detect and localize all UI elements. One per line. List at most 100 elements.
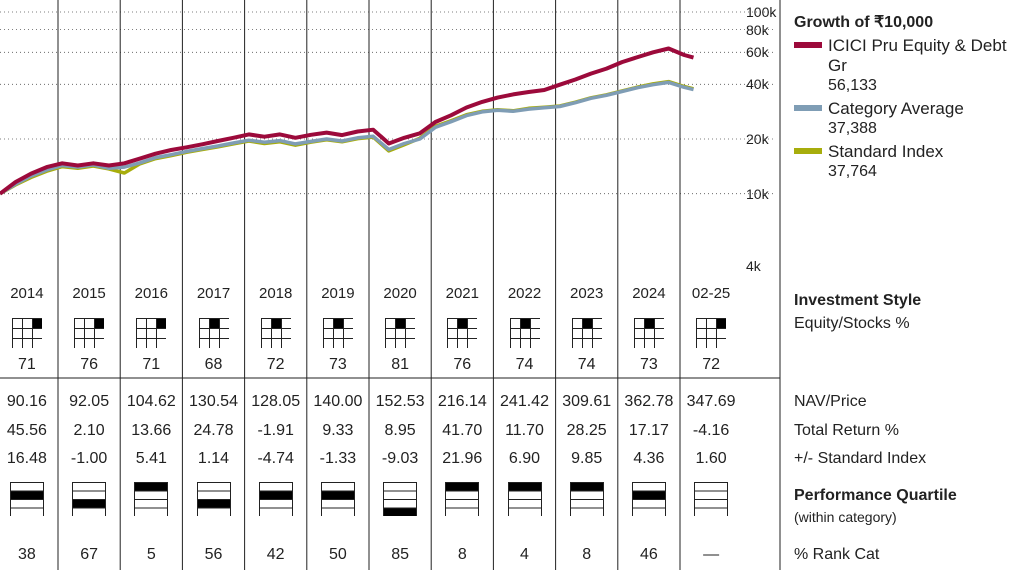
equity-pct-1: 76 xyxy=(80,356,98,373)
total-return-value-2: 13.66 xyxy=(131,422,172,439)
nav-price-value-4: 128.05 xyxy=(251,393,301,410)
legend-value-2: 37,764 xyxy=(828,163,877,180)
quartile-box-1 xyxy=(72,482,107,516)
year-label-10: 2024 xyxy=(632,285,666,302)
total-return-value-5: 9.33 xyxy=(322,422,354,439)
equity-pct-10: 73 xyxy=(639,356,658,373)
series-lines xyxy=(0,46,695,196)
nav-price-value-7: 216.14 xyxy=(437,393,487,410)
investment-style-title: Investment Style xyxy=(794,292,922,309)
total-return-value-0: 45.56 xyxy=(6,422,47,439)
rank-cat-value-4: 42 xyxy=(266,546,285,563)
y-tick-label-6: 4k xyxy=(746,258,761,274)
legend-label-2: Standard Index xyxy=(828,142,944,161)
rank-cat-value-1: 67 xyxy=(80,546,98,563)
vs-index-value-11: 1.60 xyxy=(695,450,727,467)
style-box-0 xyxy=(11,318,42,348)
style-box-7 xyxy=(447,318,478,348)
year-label-4: 2018 xyxy=(259,285,293,302)
legend-swatch-1 xyxy=(794,105,822,111)
total-return-label: Total Return % xyxy=(794,422,899,439)
style-box-11 xyxy=(696,318,727,348)
nav-price-value-11: 347.69 xyxy=(686,393,736,410)
vs-index-value-3: 1.14 xyxy=(197,450,230,467)
rank-cat-value-8: 4 xyxy=(520,546,529,563)
equity-pct-11: 72 xyxy=(702,356,720,373)
total-return-value-9: 28.25 xyxy=(566,422,607,439)
equity-pct-2: 71 xyxy=(142,356,161,373)
performance-quartile-title: Performance Quartile xyxy=(794,487,957,504)
rank-cat-value-6: 85 xyxy=(391,546,409,563)
total-return-value-10: 17.17 xyxy=(628,422,669,439)
nav-price-value-0: 90.16 xyxy=(6,393,47,410)
year-label-0: 2014 xyxy=(10,285,44,302)
y-tick-label-0: 100k xyxy=(746,4,777,20)
vs-index-value-6: -9.03 xyxy=(381,450,419,467)
quartile-box-8 xyxy=(507,482,542,516)
y-tick-label-1: 80k xyxy=(746,21,769,38)
nav-price-value-9: 309.61 xyxy=(562,393,612,410)
nav-price-value-5: 140.00 xyxy=(313,393,363,410)
year-label-1: 2015 xyxy=(72,285,106,302)
nav-price-value-6: 152.53 xyxy=(375,393,425,410)
legend-swatch-2 xyxy=(794,148,822,154)
rank-cat-value-9: 8 xyxy=(582,546,592,563)
vs-index-value-10: 4.36 xyxy=(633,450,665,467)
quartile-box-7 xyxy=(445,482,480,516)
total-return-value-6: 8.95 xyxy=(384,422,416,439)
series-line-1 xyxy=(0,80,694,196)
rank-cat-label: % Rank Cat xyxy=(794,546,880,563)
nav-price-value-2: 104.62 xyxy=(126,393,176,410)
equity-pct-9: 74 xyxy=(577,356,596,373)
legend-title: Growth of ₹10,000 xyxy=(794,14,934,31)
year-label-2: 2016 xyxy=(134,285,168,302)
style-box-10 xyxy=(633,318,664,348)
legend-item-0: ICICI Pru Equity & Debt Gr 56,133 xyxy=(794,36,1022,96)
quartile-box-4 xyxy=(258,482,293,516)
equity-pct-3: 68 xyxy=(204,356,223,373)
year-label-7: 2021 xyxy=(445,285,479,302)
legend: Growth of ₹10,000 ICICI Pru Equity & Deb… xyxy=(794,13,1022,182)
style-box-9 xyxy=(571,318,602,348)
nav-price-value-1: 92.05 xyxy=(69,393,110,410)
year-label-9: 2023 xyxy=(570,285,604,302)
style-box-5 xyxy=(322,318,353,348)
quartile-box-6 xyxy=(383,482,418,516)
vs-index-value-4: -4.74 xyxy=(257,450,294,467)
quartile-box-0 xyxy=(9,482,44,516)
rank-cat-value-7: 8 xyxy=(457,546,467,563)
quartile-box-9 xyxy=(569,482,604,516)
y-tick-label-4: 20k xyxy=(746,131,769,147)
total-return-value-1: 2.10 xyxy=(73,422,105,439)
rank-cat-value-5: 50 xyxy=(328,546,347,563)
style-box-8 xyxy=(509,318,540,348)
nav-price-value-3: 130.54 xyxy=(189,393,238,410)
nav-price-value-10: 362.78 xyxy=(624,393,674,410)
rank-cat-value-3: 56 xyxy=(204,546,223,563)
equity-pct-4: 72 xyxy=(266,356,285,373)
nav-price-value-8: 241.42 xyxy=(500,393,549,410)
total-return-value-7: 41.70 xyxy=(442,422,483,439)
vs-index-value-2: 5.41 xyxy=(135,450,167,467)
style-box-4 xyxy=(260,318,291,348)
vs-index-value-0: 16.48 xyxy=(6,450,47,467)
series-line-0 xyxy=(0,46,695,196)
vs-index-label: +/- Standard Index xyxy=(794,450,927,467)
performance-quartile-subtitle: (within category) xyxy=(794,509,897,525)
year-label-11: 02-25 xyxy=(691,285,731,302)
legend-swatch-0 xyxy=(794,42,822,48)
year-label-3: 2017 xyxy=(196,285,231,302)
quartile-box-3 xyxy=(196,482,231,516)
rank-cat-value-0: 38 xyxy=(18,546,36,563)
equity-pct-0: 71 xyxy=(18,356,36,373)
year-separators xyxy=(57,0,781,570)
legend-item-2: Standard Index 37,764 xyxy=(794,142,1022,182)
legend-label-0: ICICI Pru Equity & Debt Gr xyxy=(828,36,1007,75)
style-box-2 xyxy=(136,318,167,348)
equity-pct-7: 76 xyxy=(453,356,472,373)
legend-label-1: Category Average xyxy=(828,99,964,118)
total-return-value-3: 24.78 xyxy=(193,422,234,439)
style-box-1 xyxy=(74,318,105,348)
investment-style-subtitle: Equity/Stocks % xyxy=(794,315,910,332)
legend-value-0: 56,133 xyxy=(828,77,877,94)
